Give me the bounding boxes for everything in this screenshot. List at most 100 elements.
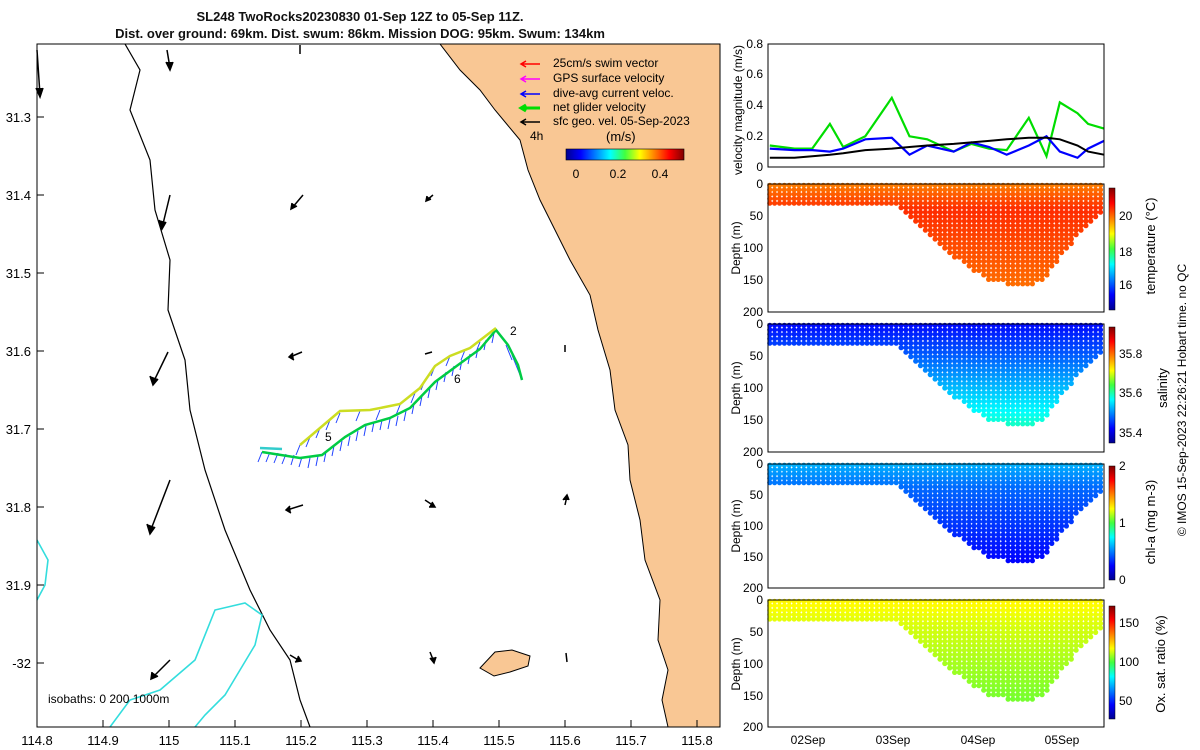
section-point bbox=[942, 336, 948, 342]
section-point bbox=[1005, 665, 1011, 671]
section-point bbox=[1015, 527, 1021, 533]
section-point bbox=[796, 475, 802, 481]
section-point bbox=[966, 196, 972, 202]
colorbar-tick: 0.2 bbox=[610, 167, 627, 181]
depth-tick: 0 bbox=[756, 177, 763, 191]
depth-tick: 200 bbox=[743, 581, 763, 595]
section-point bbox=[986, 403, 992, 409]
section-point bbox=[1015, 625, 1021, 631]
section-point bbox=[961, 616, 967, 622]
salinity-depth-label: Depth (m) bbox=[729, 361, 743, 414]
section-point bbox=[1029, 549, 1035, 555]
section-point bbox=[947, 232, 953, 238]
section-point bbox=[1093, 625, 1099, 631]
section-point bbox=[815, 200, 822, 206]
section-point bbox=[1029, 258, 1035, 264]
section-point bbox=[908, 493, 914, 499]
section-point bbox=[791, 340, 797, 346]
section-point bbox=[772, 607, 778, 613]
section-point bbox=[971, 519, 977, 525]
section-point bbox=[903, 205, 909, 211]
section-point bbox=[781, 612, 788, 618]
section-point bbox=[1044, 620, 1050, 627]
section-point bbox=[1063, 480, 1069, 486]
section-point bbox=[883, 467, 890, 473]
section-point bbox=[1029, 196, 1035, 202]
section-point bbox=[947, 612, 953, 618]
section-point bbox=[903, 345, 909, 351]
section-point bbox=[1005, 272, 1011, 278]
section-point bbox=[1015, 398, 1021, 404]
section-point bbox=[966, 616, 972, 622]
section-point bbox=[956, 345, 963, 351]
section-point bbox=[1088, 336, 1094, 342]
section-point bbox=[942, 647, 948, 653]
section-point bbox=[1034, 240, 1040, 247]
section-point bbox=[937, 327, 943, 333]
section-point bbox=[1034, 480, 1040, 486]
section-point bbox=[883, 322, 890, 328]
section-point bbox=[1020, 249, 1026, 256]
section-point bbox=[952, 358, 958, 364]
section-point bbox=[1088, 322, 1094, 328]
section-point bbox=[1034, 603, 1040, 609]
section-point bbox=[986, 340, 992, 346]
section-point bbox=[1005, 687, 1011, 693]
section-point bbox=[971, 607, 977, 613]
section-point bbox=[966, 480, 972, 486]
section-point bbox=[995, 267, 1001, 273]
section-point bbox=[942, 187, 948, 193]
section-point bbox=[913, 471, 919, 477]
section-point bbox=[1015, 385, 1021, 391]
velocity-line-1 bbox=[769, 134, 1105, 160]
section-point bbox=[1029, 254, 1035, 260]
section-point bbox=[1015, 687, 1021, 693]
section-point bbox=[835, 607, 841, 613]
section-point bbox=[971, 191, 977, 197]
section-point bbox=[990, 545, 997, 551]
section-point bbox=[1000, 692, 1006, 698]
section-point bbox=[956, 656, 963, 662]
section-point bbox=[976, 514, 982, 520]
section-point bbox=[1054, 643, 1060, 649]
section-point bbox=[932, 218, 938, 224]
section-point bbox=[1029, 656, 1035, 662]
section-point bbox=[990, 398, 997, 404]
section-point bbox=[986, 363, 992, 369]
section-point bbox=[772, 196, 778, 202]
section-point bbox=[1000, 380, 1006, 387]
section-point bbox=[1093, 349, 1099, 355]
section-point bbox=[1005, 245, 1011, 251]
section-point bbox=[990, 629, 997, 636]
section-point bbox=[791, 191, 797, 197]
section-point bbox=[937, 205, 943, 211]
section-point bbox=[990, 467, 997, 473]
section-point bbox=[932, 652, 938, 658]
section-point bbox=[1010, 634, 1016, 640]
section-point bbox=[825, 182, 831, 188]
section-point bbox=[976, 258, 982, 264]
section-point bbox=[1054, 480, 1060, 486]
section-point bbox=[1068, 367, 1074, 373]
section-point bbox=[1044, 467, 1050, 473]
salinity-label: salinity bbox=[1155, 368, 1170, 408]
section-point bbox=[1020, 187, 1026, 193]
section-point bbox=[1020, 327, 1026, 333]
section-point bbox=[825, 616, 831, 622]
section-point bbox=[1034, 218, 1040, 224]
section-point bbox=[956, 638, 963, 644]
svg-text:sfc geo. vel. 05-Sep-2023: sfc geo. vel. 05-Sep-2023 bbox=[553, 114, 690, 128]
section-point bbox=[1039, 638, 1045, 644]
section-point bbox=[1024, 416, 1031, 422]
section-point bbox=[1073, 322, 1079, 328]
section-point bbox=[1029, 416, 1035, 422]
section-point bbox=[1034, 493, 1040, 499]
section-point bbox=[966, 532, 972, 538]
section-point bbox=[976, 656, 982, 662]
section-point bbox=[976, 363, 982, 369]
section-point bbox=[1059, 367, 1065, 373]
section-point bbox=[1044, 493, 1050, 499]
section-point bbox=[796, 467, 802, 473]
section-point bbox=[1034, 514, 1040, 520]
section-point bbox=[1000, 276, 1006, 282]
